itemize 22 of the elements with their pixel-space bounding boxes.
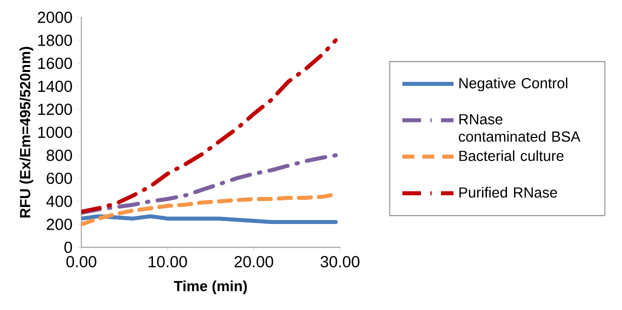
y-tick-label: 1400 [38,80,72,92]
y-tick-label: 600 [46,172,72,184]
legend-label: Negative Control [459,78,568,92]
y-tick-label: 2000 [38,12,72,23]
y-tick-label: 800 [46,150,72,161]
x-tick-label: 0.00 [66,256,96,268]
x-axis-title: Time (min) [174,280,247,294]
legend-label: Purified RNase [459,186,557,198]
y-axis-title: RFU (Ex/Em=495/520nm) [20,46,34,218]
legend-label: RNase contaminated BSA [458,114,580,142]
legend-label: Bacterial culture [459,150,564,162]
line-series [81,38,338,214]
y-tick-label: 200 [46,218,72,230]
x-tick-label: 10.00 [148,256,187,268]
y-tick-label: 1000 [38,126,72,138]
y-tick-label: 0 [64,242,72,253]
y-tick-label: 400 [46,196,72,207]
y-tick-label: 1200 [38,104,72,115]
y-tick-label: 1600 [38,58,72,69]
x-tick-label: 20.00 [234,256,274,268]
y-tick-label: 1800 [38,34,72,46]
x-tick-label: 30.00 [320,256,360,268]
